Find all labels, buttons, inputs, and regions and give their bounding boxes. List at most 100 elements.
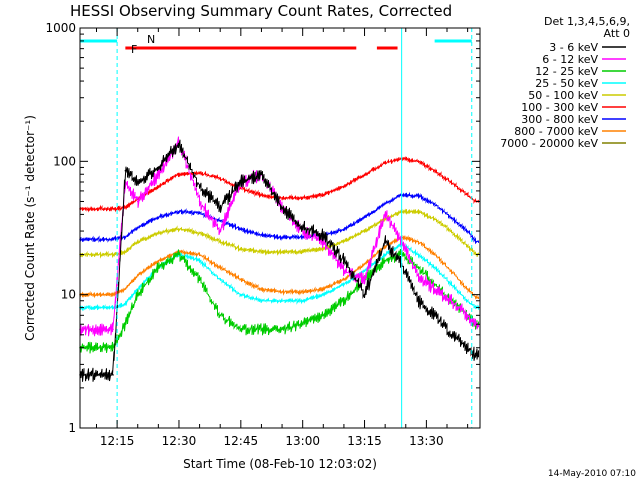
data-point-s3-p11 (281, 300, 283, 302)
data-point-s7-p22 (475, 296, 477, 299)
data-point-s4-p1 (95, 253, 98, 256)
data-point-s1-p15 (363, 278, 366, 281)
data-point-s2-p14 (343, 300, 345, 302)
data-point-s1-p2 (112, 328, 114, 331)
data-point-s4-p20 (450, 230, 452, 232)
legend-label-6: 300 - 800 keV (521, 113, 598, 126)
data-point-s6-p18 (417, 195, 419, 197)
data-point-s1-p7 (198, 200, 201, 203)
data-point-s7-p10 (260, 288, 263, 290)
data-point-s0-p9 (240, 181, 242, 183)
series-line-3 (80, 241, 479, 312)
data-point-s5-p7 (198, 172, 201, 174)
y-tick-label-1: 10 (61, 288, 76, 302)
data-point-s0-p21 (466, 346, 469, 349)
data-point-s3-p21 (466, 300, 469, 302)
data-point-s2-p10 (260, 328, 263, 331)
data-point-s6-p5 (157, 216, 160, 219)
data-point-s6-p11 (281, 236, 283, 238)
data-point-s6-p8 (219, 219, 221, 222)
data-point-s7-p15 (363, 263, 366, 265)
data-point-s4-p2 (112, 253, 114, 256)
data-point-s3-p8 (219, 278, 221, 281)
data-point-s4-p14 (343, 240, 345, 243)
data-point-s2-p5 (157, 266, 160, 269)
data-point-s0-p15 (363, 293, 366, 296)
data-point-s1-p1 (95, 328, 98, 331)
data-point-s0-p13 (322, 234, 325, 236)
data-point-s6-p2 (112, 238, 114, 241)
flag-label-F: F (131, 43, 137, 56)
legend-header-line-1: Det 1,3,4,5,6,9, (544, 15, 630, 28)
legend-label-1: 6 - 12 keV (542, 53, 598, 66)
data-point-s5-p18 (417, 160, 419, 163)
data-point-s1-p5 (157, 173, 160, 176)
data-point-s7-p9 (240, 278, 242, 281)
data-point-s0-p1 (95, 374, 98, 376)
data-point-s1-p14 (343, 270, 345, 273)
data-point-s4-p16 (384, 218, 387, 220)
data-point-s5-p20 (450, 181, 452, 183)
data-point-s6-p6 (178, 210, 180, 213)
data-point-s5-p2 (112, 208, 114, 210)
data-point-s6-p16 (384, 203, 387, 205)
data-point-s4-p10 (260, 250, 263, 253)
data-point-s5-p15 (363, 173, 366, 176)
data-point-s4-p12 (301, 250, 304, 253)
data-point-s2-p12 (301, 323, 304, 326)
data-point-s0-p22 (475, 354, 477, 357)
legend-label-5: 100 - 300 keV (521, 101, 598, 114)
data-point-s2-p19 (433, 283, 436, 285)
data-point-s4-p13 (322, 248, 325, 250)
series-line-1 (80, 136, 479, 337)
data-point-s4-p4 (136, 240, 139, 243)
data-point-s7-p20 (450, 270, 452, 273)
data-point-s4-p9 (240, 248, 242, 250)
data-point-s2-p7 (198, 278, 201, 281)
data-point-s0-p16 (384, 240, 387, 243)
data-point-s5-p14 (343, 185, 345, 188)
data-point-s3-p2 (112, 306, 114, 309)
data-point-s7-p19 (433, 253, 436, 256)
data-point-s1-p19 (433, 288, 436, 290)
data-point-s5-p5 (157, 185, 160, 188)
data-point-s2-p13 (322, 314, 325, 317)
data-point-s6-p7 (198, 212, 201, 214)
data-point-s0-p20 (450, 334, 452, 336)
flag-label-N: N (147, 33, 155, 46)
data-point-s3-p14 (343, 283, 345, 285)
data-point-s1-p4 (136, 200, 139, 203)
axis-layer: 1 10 100 1000 12:15 12:30 12:45 13:00 13:15 13:30 (45, 21, 480, 448)
data-point-s4-p3 (124, 250, 127, 253)
data-point-s0-p5 (157, 166, 160, 169)
data-point-s4-p11 (281, 250, 283, 253)
data-point-s0-p11 (281, 206, 283, 209)
data-point-s0-p18 (417, 300, 419, 302)
series-line-4 (80, 208, 479, 259)
legend-label-2: 12 - 25 keV (535, 65, 598, 78)
data-point-s7-p12 (301, 291, 304, 293)
legend-label-3: 25 - 50 keV (535, 77, 598, 90)
series-line-6 (80, 191, 479, 245)
data-point-s6-p22 (475, 240, 477, 243)
data-point-s2-p3 (124, 323, 127, 326)
series-line-2 (80, 248, 479, 354)
data-point-s3-p1 (95, 306, 98, 309)
data-point-s5-p8 (219, 178, 221, 180)
data-point-s0-p10 (260, 173, 263, 176)
series-line-0 (80, 139, 479, 382)
data-point-s3-p15 (363, 270, 366, 273)
data-point-s0-p6 (178, 143, 180, 145)
x-tick-label-2: 12:45 (224, 434, 259, 448)
data-point-s4-p15 (363, 230, 366, 232)
legend-header-line-2: Att 0 (604, 27, 630, 40)
data-point-s2-p16 (384, 259, 387, 262)
y-tick-label-3: 1000 (45, 21, 76, 35)
data-point-s0-p8 (219, 206, 221, 209)
legend-label-0: 3 - 6 keV (549, 41, 598, 54)
data-point-s5-p6 (178, 173, 180, 176)
data-point-s5-p12 (301, 197, 304, 199)
data-point-s2-p18 (417, 266, 419, 269)
legend-label-7: 800 - 7000 keV (514, 125, 598, 138)
